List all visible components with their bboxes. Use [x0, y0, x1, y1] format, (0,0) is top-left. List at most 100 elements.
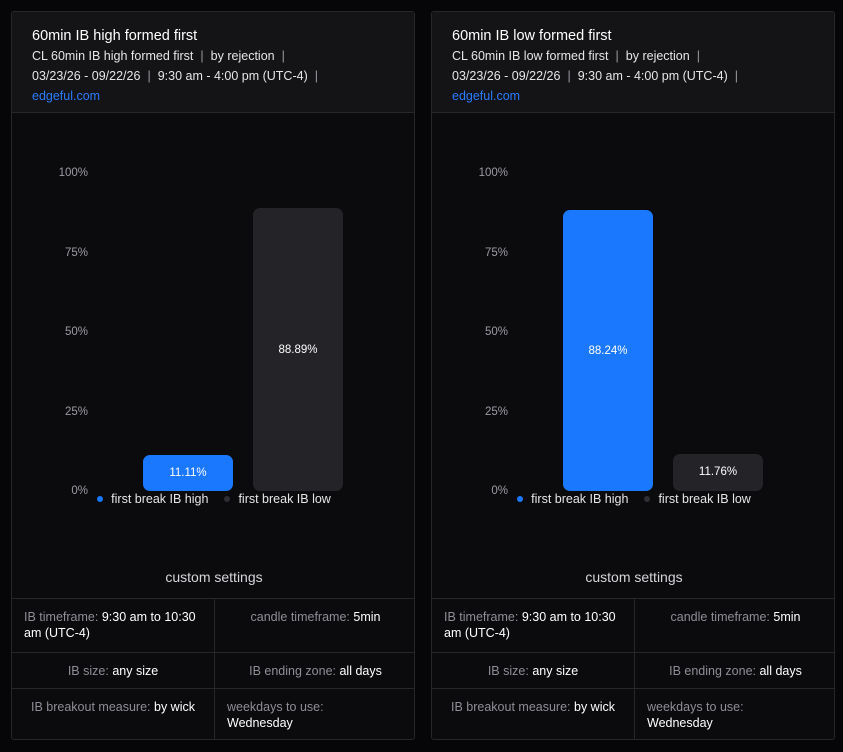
legend-label: first break IB high [111, 492, 209, 506]
setting-value: Wednesday [647, 716, 713, 730]
setting-value: by wick [154, 700, 195, 714]
legend-item-first-break-ib-high[interactable]: first break IB high [97, 492, 208, 506]
bar-data-label: 11.76% [698, 466, 738, 479]
setting-value: any size [532, 664, 579, 678]
settings-row: IB timeframe: 9:30 am to 10:30 am (UTC-4… [12, 599, 414, 653]
separator: | [696, 49, 700, 63]
legend-item-first-break-ib-high[interactable]: first break IB high [517, 492, 628, 506]
report-name: CL 60min IB low formed first [452, 49, 609, 63]
report-name: CL 60min IB high formed first [32, 49, 194, 63]
y-tick-label: 25% [64, 405, 88, 418]
stat-card-ib-high: 60min IB high formed first CL 60min IB h… [11, 11, 415, 740]
bar-first-break-ib-high[interactable] [143, 455, 233, 491]
legend-dot-icon [97, 496, 104, 502]
setting-value: 5min [353, 610, 381, 624]
y-tick-label: 50% [484, 326, 508, 338]
card-meta-line-2: 03/23/26 - 09/22/26 | 9:30 am - 4:00 pm (U… [452, 66, 814, 86]
setting-ib-size: IB size: any size [12, 653, 214, 688]
settings-row: IB timeframe: 9:30 am to 10:30 am (UTC-4… [432, 599, 834, 653]
setting-label: IB size: [487, 664, 529, 678]
card-title: 60min IB high formed first [32, 28, 198, 44]
setting-label: weekdays to use: [227, 700, 324, 714]
settings-row: IB size: any size IB ending zone: all da… [12, 653, 414, 689]
card-header: 60min IB low formed first CL 60min IB lo… [432, 12, 834, 113]
setting-value: all days [339, 664, 382, 678]
y-tick-label: 25% [484, 405, 508, 418]
setting-ib-size: IB size: any size [432, 653, 634, 688]
card-header: 60min IB high formed first CL 60min IB h… [12, 12, 414, 113]
setting-ib-breakout-measure: IB breakout measure: by wick [432, 689, 634, 739]
setting-candle-timeframe: candle timeframe: 5min [214, 599, 414, 652]
setting-candle-timeframe: candle timeframe: 5min [634, 599, 834, 652]
date-range: 03/23/26 - 09/22/26 [32, 69, 141, 83]
bar-first-break-ib-low[interactable] [673, 453, 763, 491]
legend-label: first break IB low [238, 492, 331, 506]
settings-grid: IB timeframe: 9:30 am to 10:30 am (UTC-4… [432, 598, 834, 739]
setting-label: IB timeframe: [24, 610, 99, 624]
setting-label: candle timeframe: [670, 610, 770, 624]
settings-grid: IB timeframe: 9:30 am to 10:30 am (UTC-4… [12, 598, 414, 739]
y-tick-label: 50% [64, 326, 88, 338]
legend-dot-icon [644, 496, 651, 502]
setting-label: IB ending zone: [249, 664, 336, 678]
setting-value: 5min [773, 610, 801, 624]
card-title: 60min IB low formed first [452, 28, 612, 44]
setting-ib-ending-zone: IB ending zone: all days [214, 653, 414, 688]
setting-label: IB timeframe: [444, 610, 519, 624]
session-hours: 9:30 am - 4:00 pm (UTC-4) [577, 69, 728, 83]
session-hours: 9:30 am - 4:00 pm (UTC-4) [157, 69, 308, 83]
setting-label: IB size: [67, 664, 109, 678]
setting-ib-breakout-measure: IB breakout measure: by wick [12, 689, 214, 739]
legend-item-first-break-ib-low[interactable]: first break IB low [224, 492, 331, 506]
bar-data-label: 88.24% [588, 344, 628, 357]
settings-title: custom settings [585, 569, 683, 585]
settings-title: custom settings [165, 569, 263, 585]
y-tick-label: 75% [64, 246, 88, 259]
setting-value: by wick [574, 700, 615, 714]
setting-value: all days [759, 664, 802, 678]
separator: | [567, 69, 571, 83]
setting-value: 9:30 am to 10:30 am (UTC-4) [444, 610, 616, 640]
card-meta-line-1: CL 60min IB low formed first | by rejectio… [452, 46, 814, 66]
source-link[interactable]: edgeful.com [32, 89, 101, 103]
separator: | [314, 69, 318, 83]
setting-value: Wednesday [227, 716, 293, 730]
separator: | [281, 49, 285, 63]
setting-label: IB breakout measure: [31, 700, 151, 714]
y-tick-label: 0% [491, 485, 508, 497]
separator: | [734, 69, 738, 83]
y-tick-label: 100% [58, 167, 88, 179]
legend-dot-icon [224, 496, 231, 502]
setting-value: 9:30 am to 10:30 am (UTC-4) [24, 610, 196, 640]
legend-label: first break IB low [658, 492, 751, 506]
setting-label: IB breakout measure: [451, 700, 571, 714]
setting-label: weekdays to use: [647, 700, 744, 714]
chart-legend: first break IB high first break IB low [432, 492, 834, 506]
setting-ib-timeframe: IB timeframe: 9:30 am to 10:30 am (UTC-4… [12, 599, 214, 652]
bar-first-break-ib-low[interactable] [253, 208, 343, 491]
y-tick-label: 100% [478, 167, 508, 179]
date-range: 03/23/26 - 09/22/26 [452, 69, 561, 83]
card-meta-line-2: 03/23/26 - 09/22/26 | 9:30 am - 4:00 pm (U… [32, 66, 394, 86]
legend-dot-icon [517, 496, 524, 502]
card-meta-line-1: CL 60min IB high formed first | by rejecti… [32, 46, 394, 66]
separator: | [615, 49, 619, 63]
stat-card-ib-low: 60min IB low formed first CL 60min IB lo… [431, 11, 835, 740]
setting-weekdays: weekdays to use: Wednesday [634, 689, 834, 739]
setting-ib-ending-zone: IB ending zone: all days [634, 653, 834, 688]
settings-row: IB size: any size IB ending zone: all da… [432, 653, 834, 689]
bar-first-break-ib-high[interactable] [563, 210, 653, 491]
setting-label: IB ending zone: [669, 664, 756, 678]
settings-row: IB breakout measure: by wick weekdays to… [12, 689, 414, 739]
y-tick-label: 0% [71, 485, 88, 497]
legend-item-first-break-ib-low[interactable]: first break IB low [644, 492, 751, 506]
report-method: by rejection [625, 49, 690, 63]
setting-value: any size [112, 664, 159, 678]
bar-chart: 0% 25% 50% 75% 100% 11.11% 88.89% first break I… [12, 113, 414, 563]
legend-label: first break IB high [531, 492, 629, 506]
bar-data-label: 11.11% [169, 467, 207, 479]
chart-legend: first break IB high first break IB low [12, 492, 414, 506]
bar-data-label: 88.89% [278, 343, 318, 356]
report-method: by rejection [210, 49, 275, 63]
source-link[interactable]: edgeful.com [452, 89, 521, 103]
